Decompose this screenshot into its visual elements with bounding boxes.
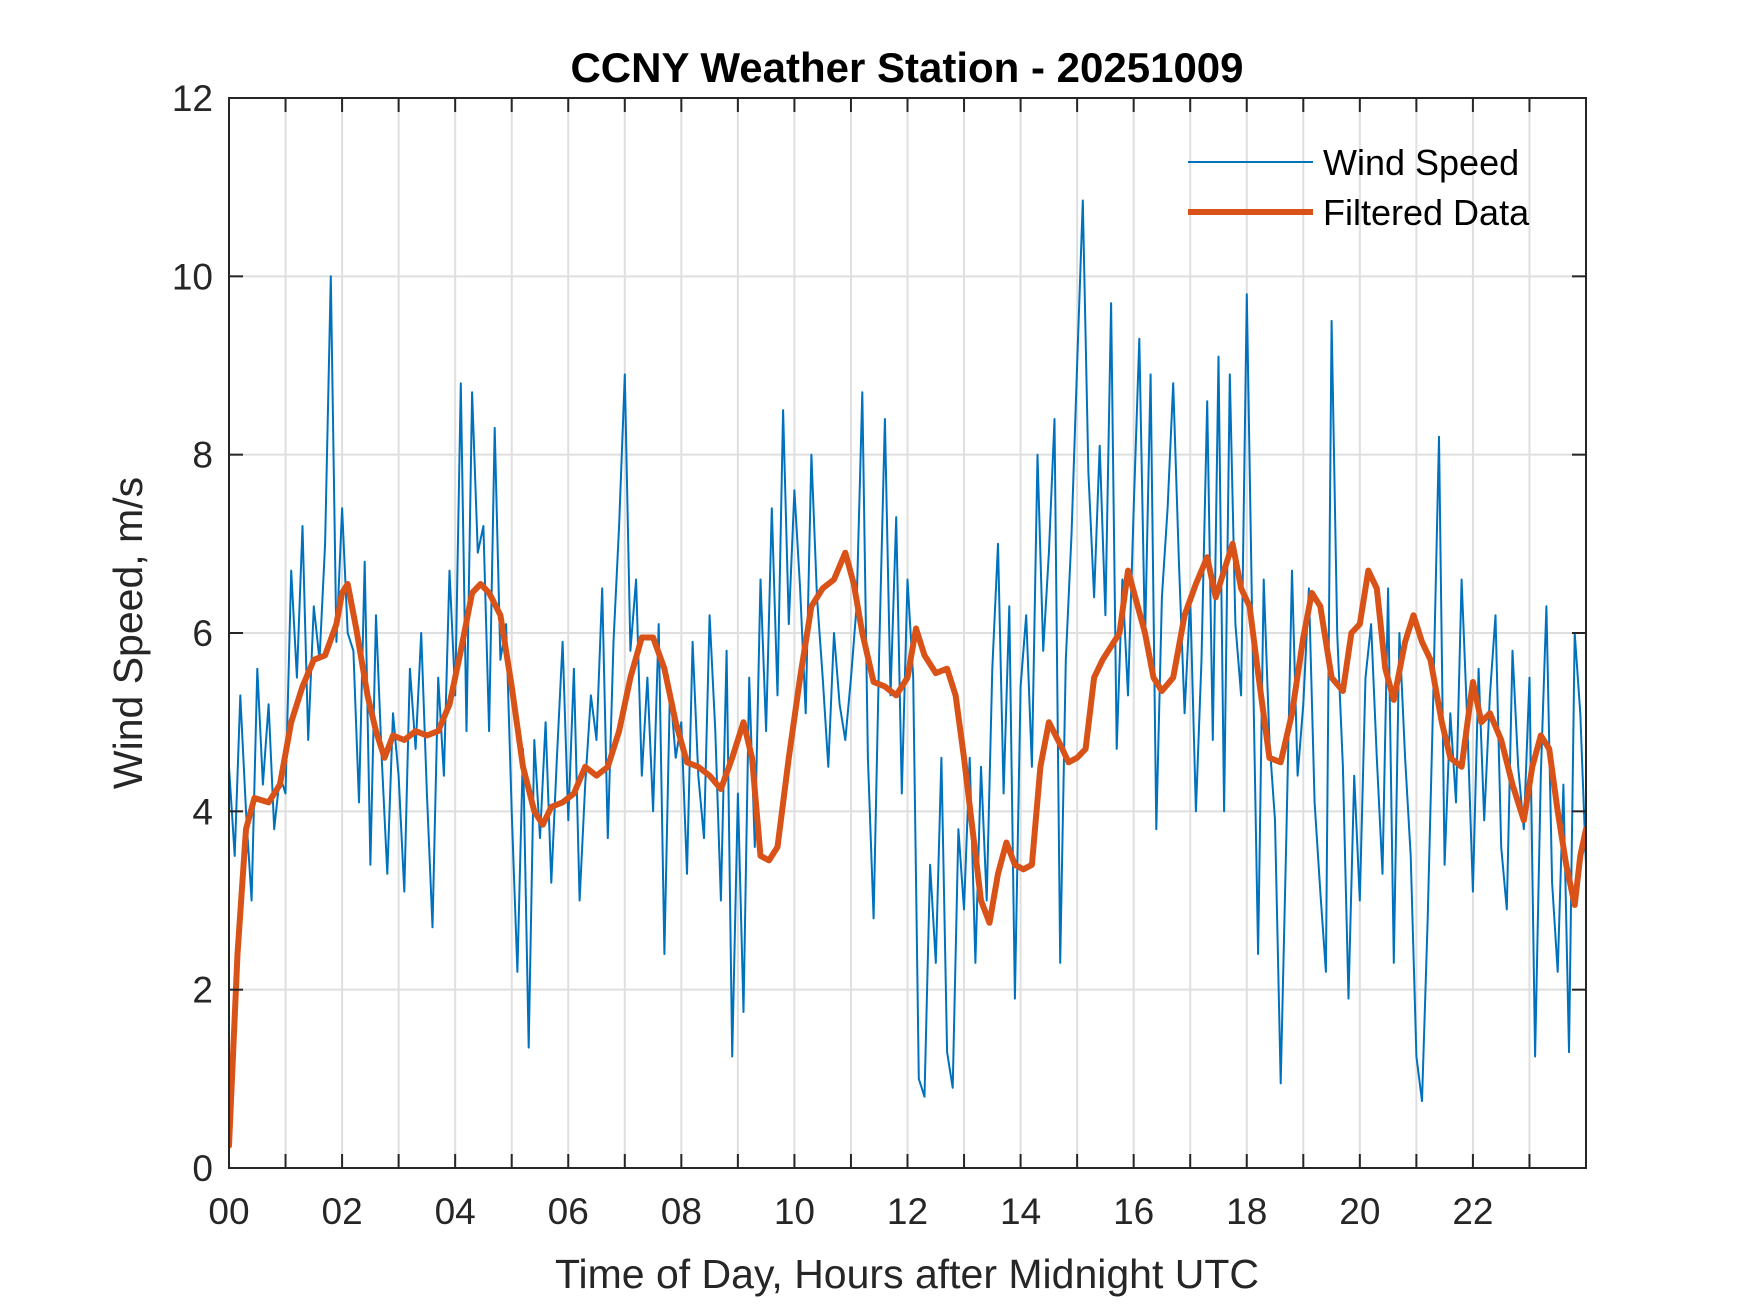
x-tick-label: 12 (887, 1191, 928, 1232)
y-tick-label: 10 (172, 256, 213, 297)
x-tick-label: 16 (1113, 1191, 1154, 1232)
x-tick-label: 08 (661, 1191, 702, 1232)
axis-ticks (228, 97, 1586, 1169)
series-line-filtered-data (229, 540, 1586, 1149)
y-tick-label: 8 (192, 435, 213, 476)
y-tick-label: 2 (192, 970, 213, 1011)
x-axis-label: Time of Day, Hours after Midnight UTC (555, 1251, 1259, 1297)
y-tick-label: 0 (192, 1148, 213, 1189)
legend-label-wind-speed: Wind Speed (1323, 142, 1519, 183)
y-tick-labels: 0 2 4 6 8 10 12 (172, 78, 213, 1189)
x-tick-label: 10 (774, 1191, 815, 1232)
y-tick-label: 12 (172, 78, 213, 119)
x-tick-label: 18 (1226, 1191, 1267, 1232)
x-tick-label: 00 (208, 1191, 249, 1232)
x-tick-label: 22 (1452, 1191, 1493, 1232)
series-layer (229, 199, 1586, 1149)
x-tick-label: 06 (548, 1191, 589, 1232)
x-tick-label: 14 (1000, 1191, 1041, 1232)
y-tick-label: 4 (192, 791, 213, 832)
y-tick-label: 6 (192, 613, 213, 654)
y-axis-label: Wind Speed, m/s (105, 477, 151, 789)
legend-label-filtered-data: Filtered Data (1323, 192, 1530, 233)
legend: Wind Speed Filtered Data (1188, 142, 1530, 233)
x-tick-label: 02 (322, 1191, 363, 1232)
chart-title: CCNY Weather Station - 20251009 (570, 44, 1243, 91)
x-tick-labels: 00 02 04 06 08 10 12 14 16 18 20 22 (208, 1191, 1493, 1232)
x-tick-label: 20 (1339, 1191, 1380, 1232)
x-tick-label: 04 (435, 1191, 476, 1232)
